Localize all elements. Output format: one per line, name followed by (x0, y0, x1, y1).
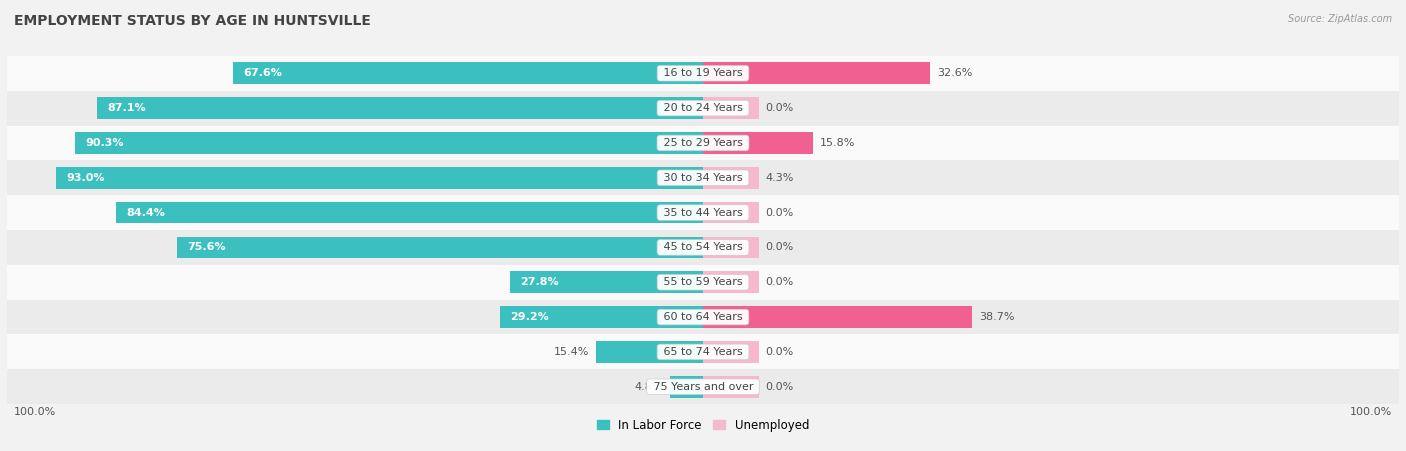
Bar (7, 161, 1399, 195)
Bar (7, 335, 1399, 369)
Text: 93.0%: 93.0% (66, 173, 104, 183)
Bar (703, 272, 759, 293)
Text: 0.0%: 0.0% (766, 347, 794, 357)
Text: 29.2%: 29.2% (510, 312, 548, 322)
Text: 45 to 54 Years: 45 to 54 Years (659, 243, 747, 253)
Text: Source: ZipAtlas.com: Source: ZipAtlas.com (1288, 14, 1392, 23)
Bar (7, 299, 1399, 335)
Bar (703, 132, 813, 154)
Bar (7, 56, 1399, 91)
Bar (703, 97, 759, 119)
Text: 0.0%: 0.0% (766, 207, 794, 217)
Bar (703, 376, 759, 397)
Text: 0.0%: 0.0% (766, 382, 794, 392)
Bar (7, 125, 1399, 161)
Bar (7, 369, 1399, 404)
Text: 60 to 64 Years: 60 to 64 Years (659, 312, 747, 322)
Bar (499, 306, 703, 328)
Text: 25 to 29 Years: 25 to 29 Years (659, 138, 747, 148)
Text: 4.3%: 4.3% (766, 173, 794, 183)
Text: 87.1%: 87.1% (107, 103, 146, 113)
Bar (7, 91, 1399, 125)
Text: 35 to 44 Years: 35 to 44 Years (659, 207, 747, 217)
Text: 20 to 24 Years: 20 to 24 Years (659, 103, 747, 113)
Text: 100.0%: 100.0% (1350, 407, 1392, 417)
Bar (703, 202, 759, 223)
Text: 0.0%: 0.0% (766, 103, 794, 113)
Text: EMPLOYMENT STATUS BY AGE IN HUNTSVILLE: EMPLOYMENT STATUS BY AGE IN HUNTSVILLE (14, 14, 371, 28)
Text: 4.8%: 4.8% (634, 382, 662, 392)
Bar (669, 376, 703, 397)
Legend: In Labor Force, Unemployed: In Labor Force, Unemployed (598, 419, 808, 432)
Bar (703, 306, 973, 328)
Text: 75 Years and over: 75 Years and over (650, 382, 756, 392)
Text: 16 to 19 Years: 16 to 19 Years (659, 68, 747, 78)
Text: 27.8%: 27.8% (520, 277, 558, 287)
Bar (7, 230, 1399, 265)
Text: 0.0%: 0.0% (766, 277, 794, 287)
Bar (232, 63, 703, 84)
Bar (703, 341, 759, 363)
Bar (703, 63, 929, 84)
Text: 30 to 34 Years: 30 to 34 Years (659, 173, 747, 183)
Bar (177, 237, 703, 258)
Bar (7, 265, 1399, 299)
Text: 0.0%: 0.0% (766, 243, 794, 253)
Text: 38.7%: 38.7% (980, 312, 1015, 322)
Text: 65 to 74 Years: 65 to 74 Years (659, 347, 747, 357)
Text: 15.4%: 15.4% (554, 347, 589, 357)
Bar (703, 167, 759, 189)
Text: 75.6%: 75.6% (187, 243, 226, 253)
Text: 84.4%: 84.4% (127, 207, 165, 217)
Bar (115, 202, 703, 223)
Bar (509, 272, 703, 293)
Text: 55 to 59 Years: 55 to 59 Years (659, 277, 747, 287)
Text: 90.3%: 90.3% (84, 138, 124, 148)
Bar (596, 341, 703, 363)
Text: 32.6%: 32.6% (936, 68, 972, 78)
Text: 100.0%: 100.0% (14, 407, 56, 417)
Text: 67.6%: 67.6% (243, 68, 281, 78)
Bar (703, 237, 759, 258)
Bar (56, 167, 703, 189)
Bar (7, 195, 1399, 230)
Text: 15.8%: 15.8% (820, 138, 855, 148)
Bar (97, 97, 703, 119)
Bar (75, 132, 703, 154)
